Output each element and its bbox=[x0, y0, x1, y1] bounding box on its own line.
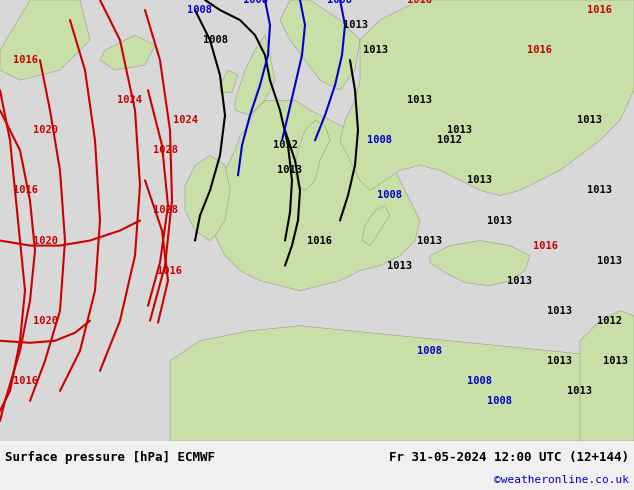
Polygon shape bbox=[100, 35, 155, 70]
Text: 1008: 1008 bbox=[377, 191, 403, 200]
Text: 1016: 1016 bbox=[13, 55, 37, 65]
Text: 1013: 1013 bbox=[588, 185, 612, 196]
Text: 1012: 1012 bbox=[437, 135, 462, 146]
Text: 1028: 1028 bbox=[153, 146, 178, 155]
Text: 1008: 1008 bbox=[418, 346, 443, 356]
Text: 1012: 1012 bbox=[597, 316, 623, 326]
Text: 1013: 1013 bbox=[488, 216, 512, 225]
Text: 1013: 1013 bbox=[578, 115, 602, 125]
Text: 1020: 1020 bbox=[32, 316, 58, 326]
Polygon shape bbox=[185, 155, 230, 241]
Text: 1013: 1013 bbox=[548, 306, 573, 316]
Text: 1016: 1016 bbox=[527, 45, 552, 55]
Text: 1008: 1008 bbox=[202, 35, 228, 45]
Text: 1013: 1013 bbox=[602, 356, 628, 366]
Text: 1008: 1008 bbox=[188, 5, 212, 15]
Text: 1013: 1013 bbox=[408, 95, 432, 105]
Polygon shape bbox=[170, 326, 634, 441]
Text: 1016: 1016 bbox=[13, 185, 37, 196]
Text: 1008: 1008 bbox=[368, 135, 392, 146]
Text: 1016: 1016 bbox=[13, 376, 37, 386]
Text: 1013: 1013 bbox=[567, 386, 593, 396]
Polygon shape bbox=[0, 0, 90, 80]
Text: 1008: 1008 bbox=[242, 0, 268, 5]
Text: 1024: 1024 bbox=[117, 95, 143, 105]
Text: 1008: 1008 bbox=[328, 0, 353, 5]
Text: 1013: 1013 bbox=[597, 256, 623, 266]
Text: 1013: 1013 bbox=[548, 356, 573, 366]
Text: 1013: 1013 bbox=[448, 125, 472, 135]
Text: 1013: 1013 bbox=[418, 236, 443, 245]
Polygon shape bbox=[235, 35, 275, 115]
Text: 1013: 1013 bbox=[507, 276, 533, 286]
Polygon shape bbox=[580, 311, 634, 441]
Text: 1013: 1013 bbox=[467, 175, 493, 185]
Text: 1028: 1028 bbox=[153, 205, 178, 216]
Text: Surface pressure [hPa] ECMWF: Surface pressure [hPa] ECMWF bbox=[5, 450, 215, 464]
Polygon shape bbox=[210, 100, 420, 291]
Text: 1008: 1008 bbox=[488, 396, 512, 406]
Text: 1013: 1013 bbox=[387, 261, 413, 270]
Polygon shape bbox=[340, 0, 634, 196]
Text: 1013: 1013 bbox=[363, 45, 387, 55]
Text: 1013: 1013 bbox=[342, 20, 368, 30]
Polygon shape bbox=[220, 70, 238, 92]
Text: 1008: 1008 bbox=[467, 376, 493, 386]
Text: 1020: 1020 bbox=[32, 125, 58, 135]
Text: 1024: 1024 bbox=[172, 115, 198, 125]
Text: 1012: 1012 bbox=[273, 140, 297, 150]
Polygon shape bbox=[362, 205, 390, 245]
Text: 1016: 1016 bbox=[157, 266, 183, 275]
Text: 1016: 1016 bbox=[307, 236, 332, 245]
Text: 1016: 1016 bbox=[408, 0, 432, 5]
Text: 1020: 1020 bbox=[32, 236, 58, 245]
Text: Fr 31-05-2024 12:00 UTC (12+144): Fr 31-05-2024 12:00 UTC (12+144) bbox=[389, 450, 629, 464]
Text: ©weatheronline.co.uk: ©weatheronline.co.uk bbox=[494, 475, 629, 485]
Polygon shape bbox=[295, 120, 330, 191]
Text: 1016: 1016 bbox=[588, 5, 612, 15]
Text: 1016: 1016 bbox=[533, 241, 557, 250]
Polygon shape bbox=[430, 241, 530, 286]
Polygon shape bbox=[280, 0, 360, 90]
Text: 1013: 1013 bbox=[278, 166, 302, 175]
